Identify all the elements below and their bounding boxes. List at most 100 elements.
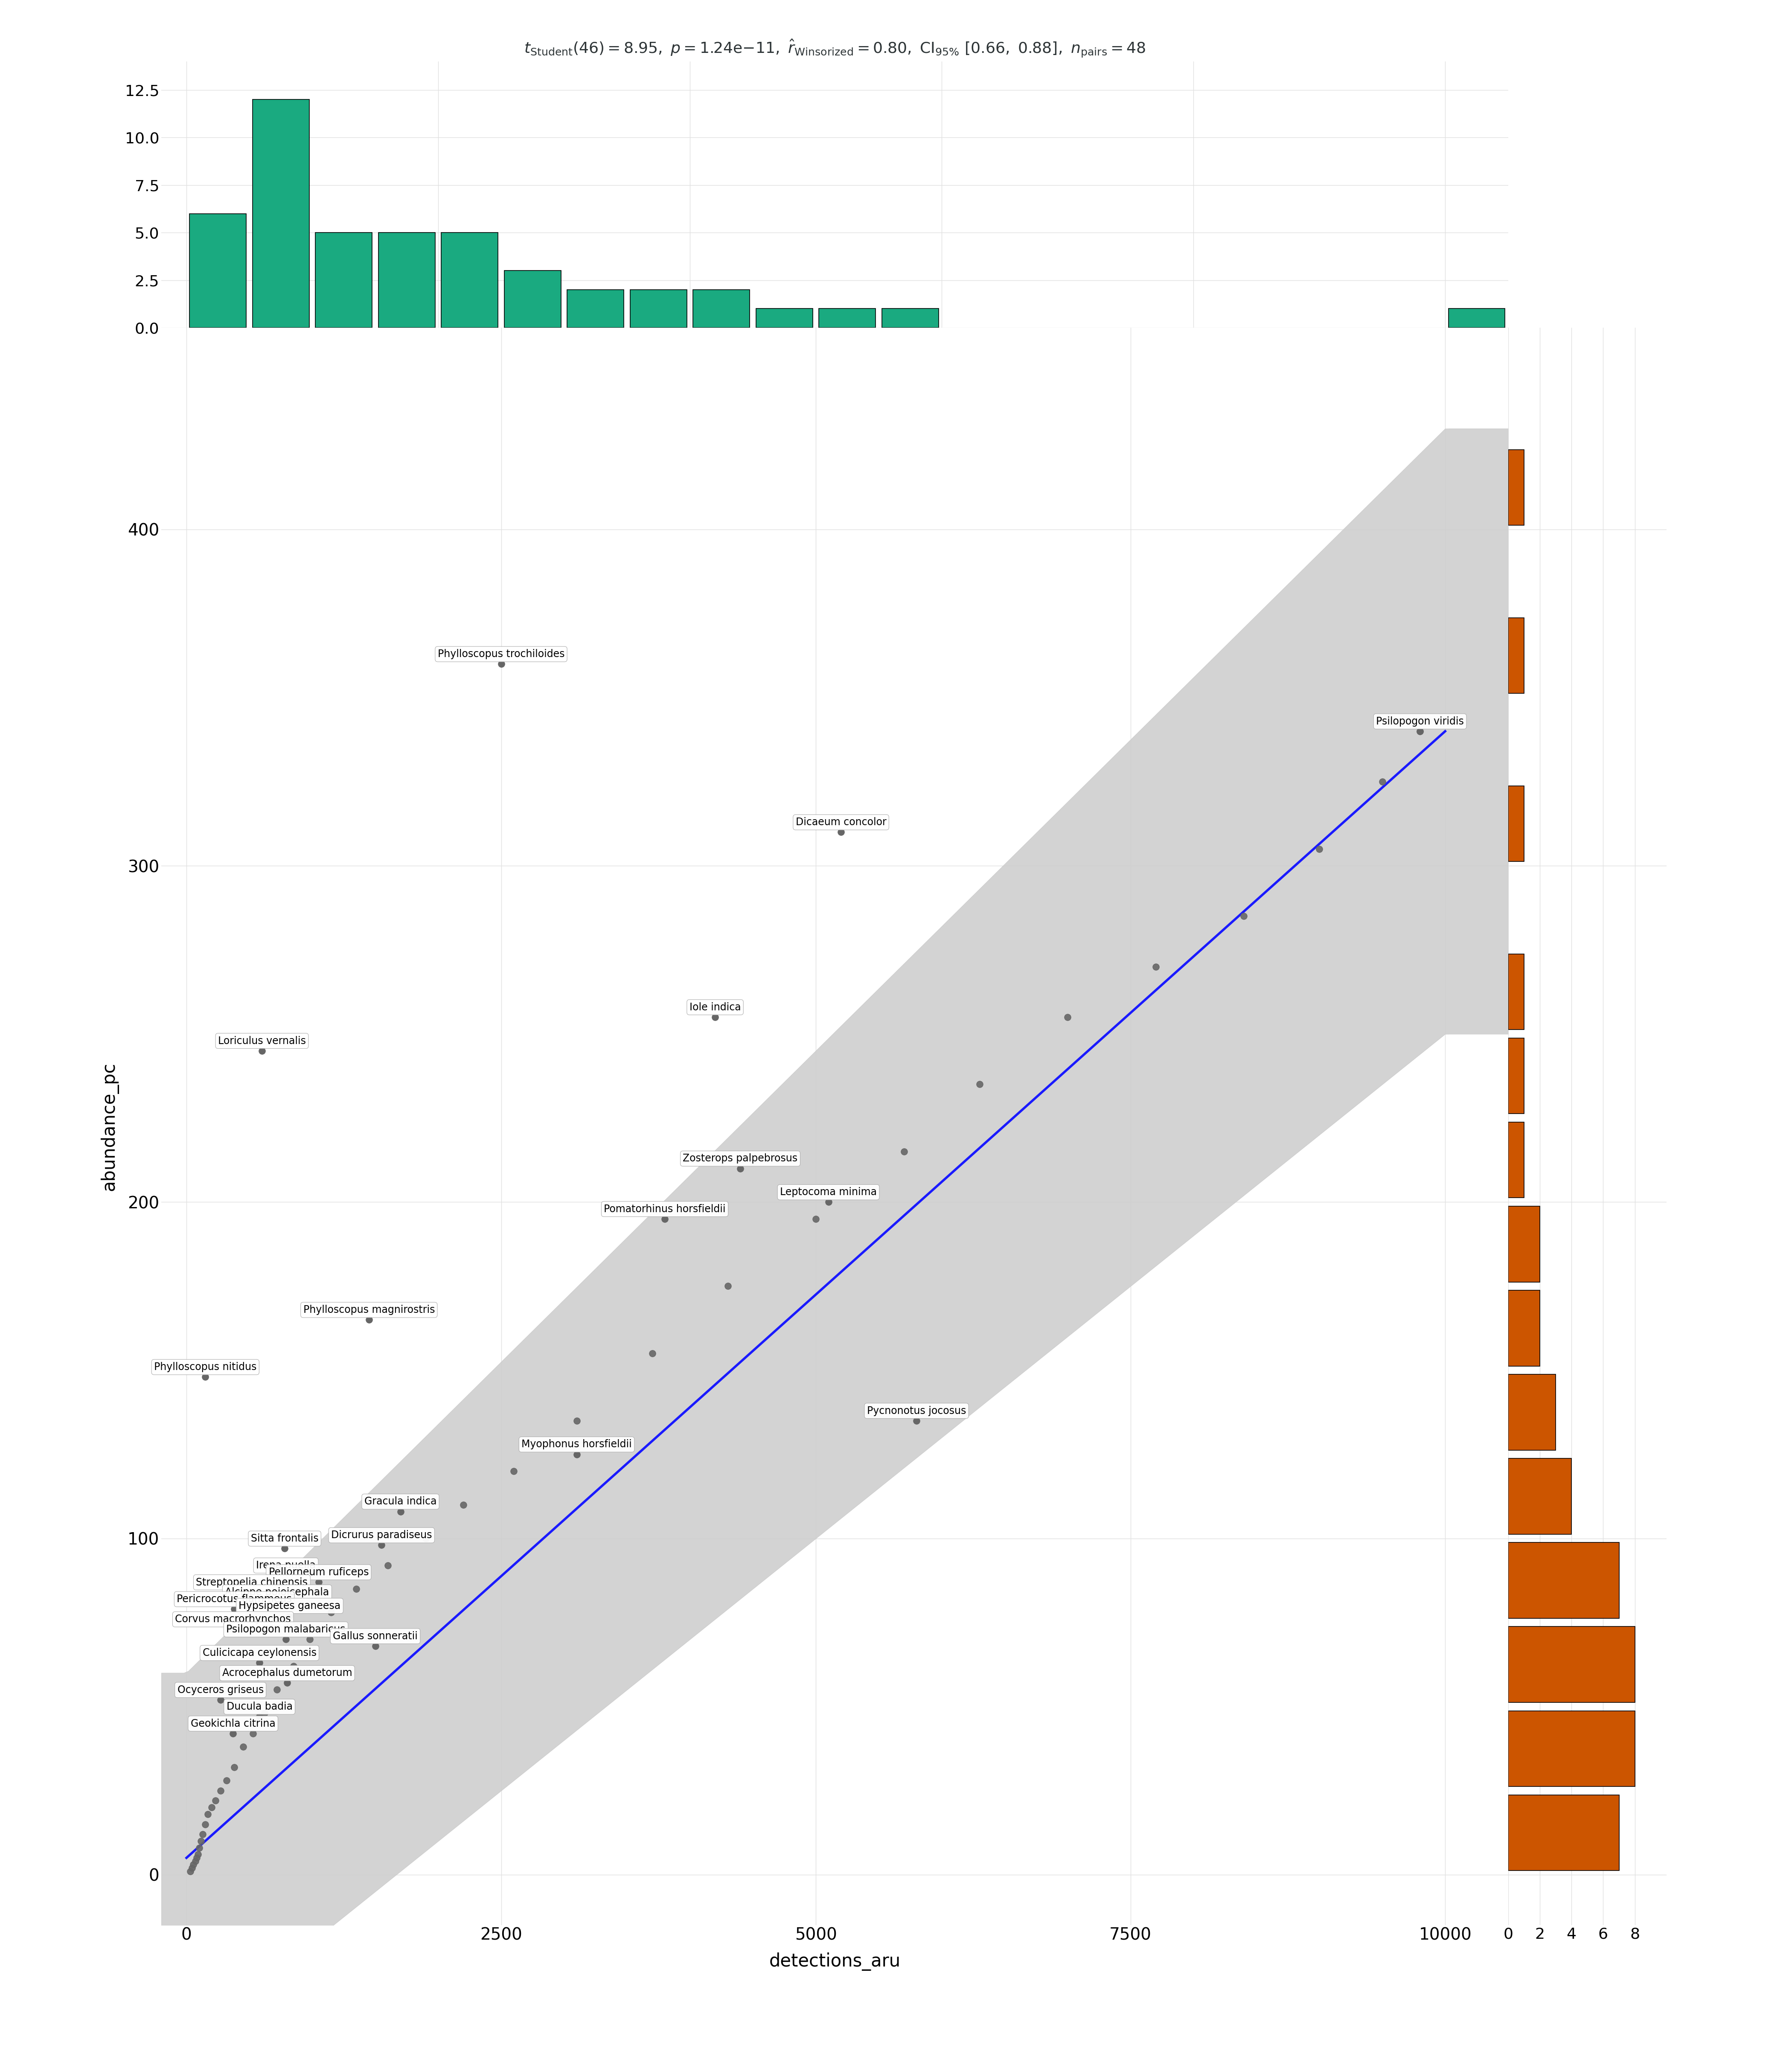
Point	[801, 1202, 830, 1235]
Text: Pericrocotus flammeus: Pericrocotus flammeus	[177, 1593, 292, 1604]
Text: Ducula badia: Ducula badia	[226, 1702, 292, 1712]
Point	[220, 1751, 249, 1784]
Bar	[1509, 1710, 1634, 1786]
Point	[1405, 715, 1434, 748]
Bar	[441, 233, 498, 328]
Point	[1405, 715, 1434, 748]
Text: Sitta frontalis: Sitta frontalis	[251, 1534, 319, 1544]
Point	[272, 1559, 301, 1591]
Bar	[819, 309, 876, 328]
Point	[367, 1528, 396, 1561]
Bar	[504, 270, 561, 328]
Point	[251, 1698, 280, 1731]
Bar	[1509, 786, 1523, 862]
Point	[246, 1647, 274, 1679]
Bar	[1509, 451, 1523, 524]
Point	[487, 647, 516, 680]
Point	[238, 1575, 267, 1608]
Text: Geokichla citrina: Geokichla citrina	[190, 1718, 276, 1729]
Text: Pellorneum ruficeps: Pellorneum ruficeps	[269, 1567, 369, 1577]
Bar	[378, 233, 435, 328]
Text: Alcippe poioicephala: Alcippe poioicephala	[226, 1587, 330, 1597]
Text: Leptocoma minima: Leptocoma minima	[780, 1188, 876, 1198]
X-axis label: detections_aru: detections_aru	[769, 1952, 900, 1970]
Point	[500, 1454, 529, 1487]
Point	[192, 1808, 220, 1841]
Point	[1305, 834, 1333, 866]
Point	[263, 1673, 292, 1706]
Point	[185, 1831, 213, 1864]
Point	[247, 1034, 276, 1067]
Point	[889, 1135, 918, 1167]
Point	[219, 1612, 247, 1645]
Bar	[631, 289, 686, 328]
Point	[201, 1784, 229, 1817]
Text: Psilopogon viridis: Psilopogon viridis	[1376, 717, 1464, 727]
Bar	[190, 213, 246, 328]
Point	[183, 1839, 211, 1872]
Point	[296, 1622, 324, 1655]
Text: Irena puella: Irena puella	[256, 1561, 315, 1571]
Bar	[1509, 954, 1523, 1030]
Bar	[1509, 1122, 1523, 1198]
Point	[176, 1855, 204, 1888]
Point	[385, 1495, 414, 1528]
Bar	[882, 309, 939, 328]
Point	[213, 1763, 242, 1796]
Point	[188, 1819, 217, 1851]
Text: Zosterops palpebrosus: Zosterops palpebrosus	[683, 1153, 797, 1163]
Bar	[253, 100, 310, 328]
Text: Gallus sonneratii: Gallus sonneratii	[333, 1630, 418, 1640]
Point	[186, 1825, 215, 1858]
Point	[181, 1845, 210, 1878]
Text: Loriculus vernalis: Loriculus vernalis	[219, 1036, 306, 1047]
Bar	[1509, 1542, 1618, 1618]
Text: Phylloscopus trochiloides: Phylloscopus trochiloides	[437, 649, 564, 659]
Point	[726, 1153, 754, 1186]
Point	[183, 1841, 211, 1874]
Bar	[1448, 309, 1505, 328]
Y-axis label: abundance_pc: abundance_pc	[100, 1063, 118, 1190]
Text: Pomatorhinus horsfieldii: Pomatorhinus horsfieldii	[604, 1204, 726, 1214]
Point	[276, 1599, 305, 1632]
Point	[177, 1851, 206, 1884]
Text: Dicrurus paradiseus: Dicrurus paradiseus	[332, 1530, 432, 1540]
Bar	[1509, 1374, 1555, 1450]
Point	[238, 1716, 267, 1749]
Title: $t_{\rm Student}(46) = 8.95,\ p = 1.24{\rm e}{-11},\ \hat{r}_{\rm Winsorized} = : $t_{\rm Student}(46) = 8.95,\ p = 1.24{\…	[523, 39, 1145, 59]
Bar	[568, 289, 624, 328]
Point	[1142, 950, 1170, 983]
Point	[701, 1001, 729, 1034]
Bar	[1509, 1458, 1572, 1534]
Text: Phylloscopus magnirostris: Phylloscopus magnirostris	[303, 1305, 435, 1315]
Point	[206, 1683, 235, 1716]
Point	[563, 1405, 591, 1438]
Bar	[1509, 1794, 1618, 1870]
Point	[220, 1593, 249, 1626]
Point	[1229, 899, 1258, 932]
Bar	[1509, 1206, 1539, 1282]
Point	[1367, 766, 1396, 799]
Point	[638, 1337, 667, 1370]
Bar	[756, 309, 812, 328]
Point	[197, 1792, 226, 1825]
Point	[826, 815, 855, 848]
Point	[412, 1522, 441, 1554]
Point	[360, 1630, 389, 1663]
Point	[713, 1270, 742, 1303]
Text: Hypsipetes ganeesa: Hypsipetes ganeesa	[238, 1602, 340, 1612]
Text: Psilopogon malabaricus: Psilopogon malabaricus	[226, 1624, 346, 1634]
Text: Streptopelia chinensis: Streptopelia chinensis	[195, 1577, 308, 1587]
Point	[650, 1202, 679, 1235]
Point	[192, 1360, 220, 1393]
Bar	[1509, 1290, 1539, 1366]
Text: Acrocephalus dumetorum: Acrocephalus dumetorum	[222, 1667, 353, 1677]
Point	[814, 1186, 842, 1219]
Point	[271, 1532, 299, 1565]
Point	[966, 1067, 995, 1100]
Point	[355, 1303, 383, 1335]
Point	[272, 1622, 301, 1655]
Bar	[1509, 618, 1523, 694]
Point	[373, 1548, 401, 1581]
Point	[280, 1651, 308, 1683]
